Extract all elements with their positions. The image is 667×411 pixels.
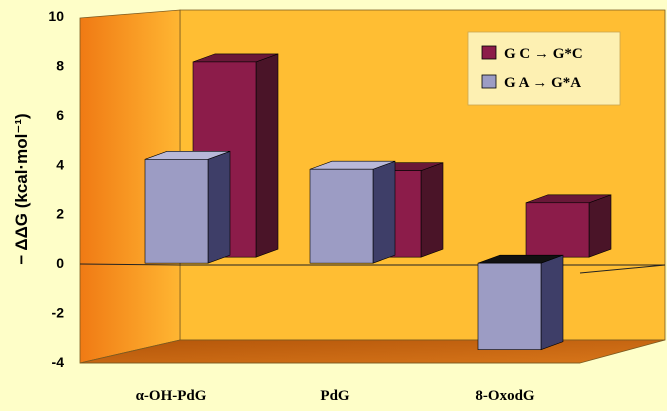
- bar: [309, 160, 396, 264]
- y-tick-label: 8: [56, 57, 64, 73]
- y-axis-label: − ΔΔG (kcal·mol⁻¹): [12, 113, 31, 264]
- legend-box: [467, 31, 621, 106]
- bars: [144, 53, 612, 351]
- y-tick-label: -4: [52, 354, 65, 370]
- y-tick-label: -2: [52, 305, 65, 321]
- y-tick-label: 6: [56, 107, 64, 123]
- legend-swatch-ga: [481, 74, 497, 89]
- bar-side: [207, 150, 231, 264]
- bar-front: [477, 262, 542, 350]
- y-tick-label: 4: [56, 156, 64, 172]
- bar-front: [525, 202, 590, 258]
- category-labels: α-OH-PdG PdG 8-OxodG: [136, 388, 535, 404]
- legend: G C → G*C G A → G*A: [467, 31, 621, 106]
- y-tick-labels: -4 -2 0 2 4 6 8 10: [48, 8, 64, 370]
- bar-side: [588, 194, 612, 258]
- zero-line: [79, 263, 666, 274]
- y-tick-label: 0: [56, 255, 64, 271]
- legend-label-gc: G C → G*C: [504, 46, 583, 62]
- bar-side: [255, 53, 279, 258]
- category-label: 8-OxodG: [475, 388, 535, 404]
- bar: [144, 150, 231, 264]
- legend-label-ga: G A → G*A: [504, 75, 581, 91]
- legend-swatch-gc: [481, 45, 497, 60]
- bar: [477, 254, 564, 351]
- y-tick-label: 10: [48, 8, 64, 24]
- bar-side: [372, 160, 396, 264]
- bar-front: [144, 159, 209, 264]
- bar: [525, 194, 612, 258]
- bar-front: [309, 168, 374, 264]
- category-label: α-OH-PdG: [136, 388, 207, 404]
- category-label: PdG: [320, 388, 350, 404]
- bar-side: [420, 162, 444, 258]
- bar-side: [540, 254, 564, 351]
- y-tick-label: 2: [56, 206, 64, 222]
- chart-floor: [79, 339, 666, 364]
